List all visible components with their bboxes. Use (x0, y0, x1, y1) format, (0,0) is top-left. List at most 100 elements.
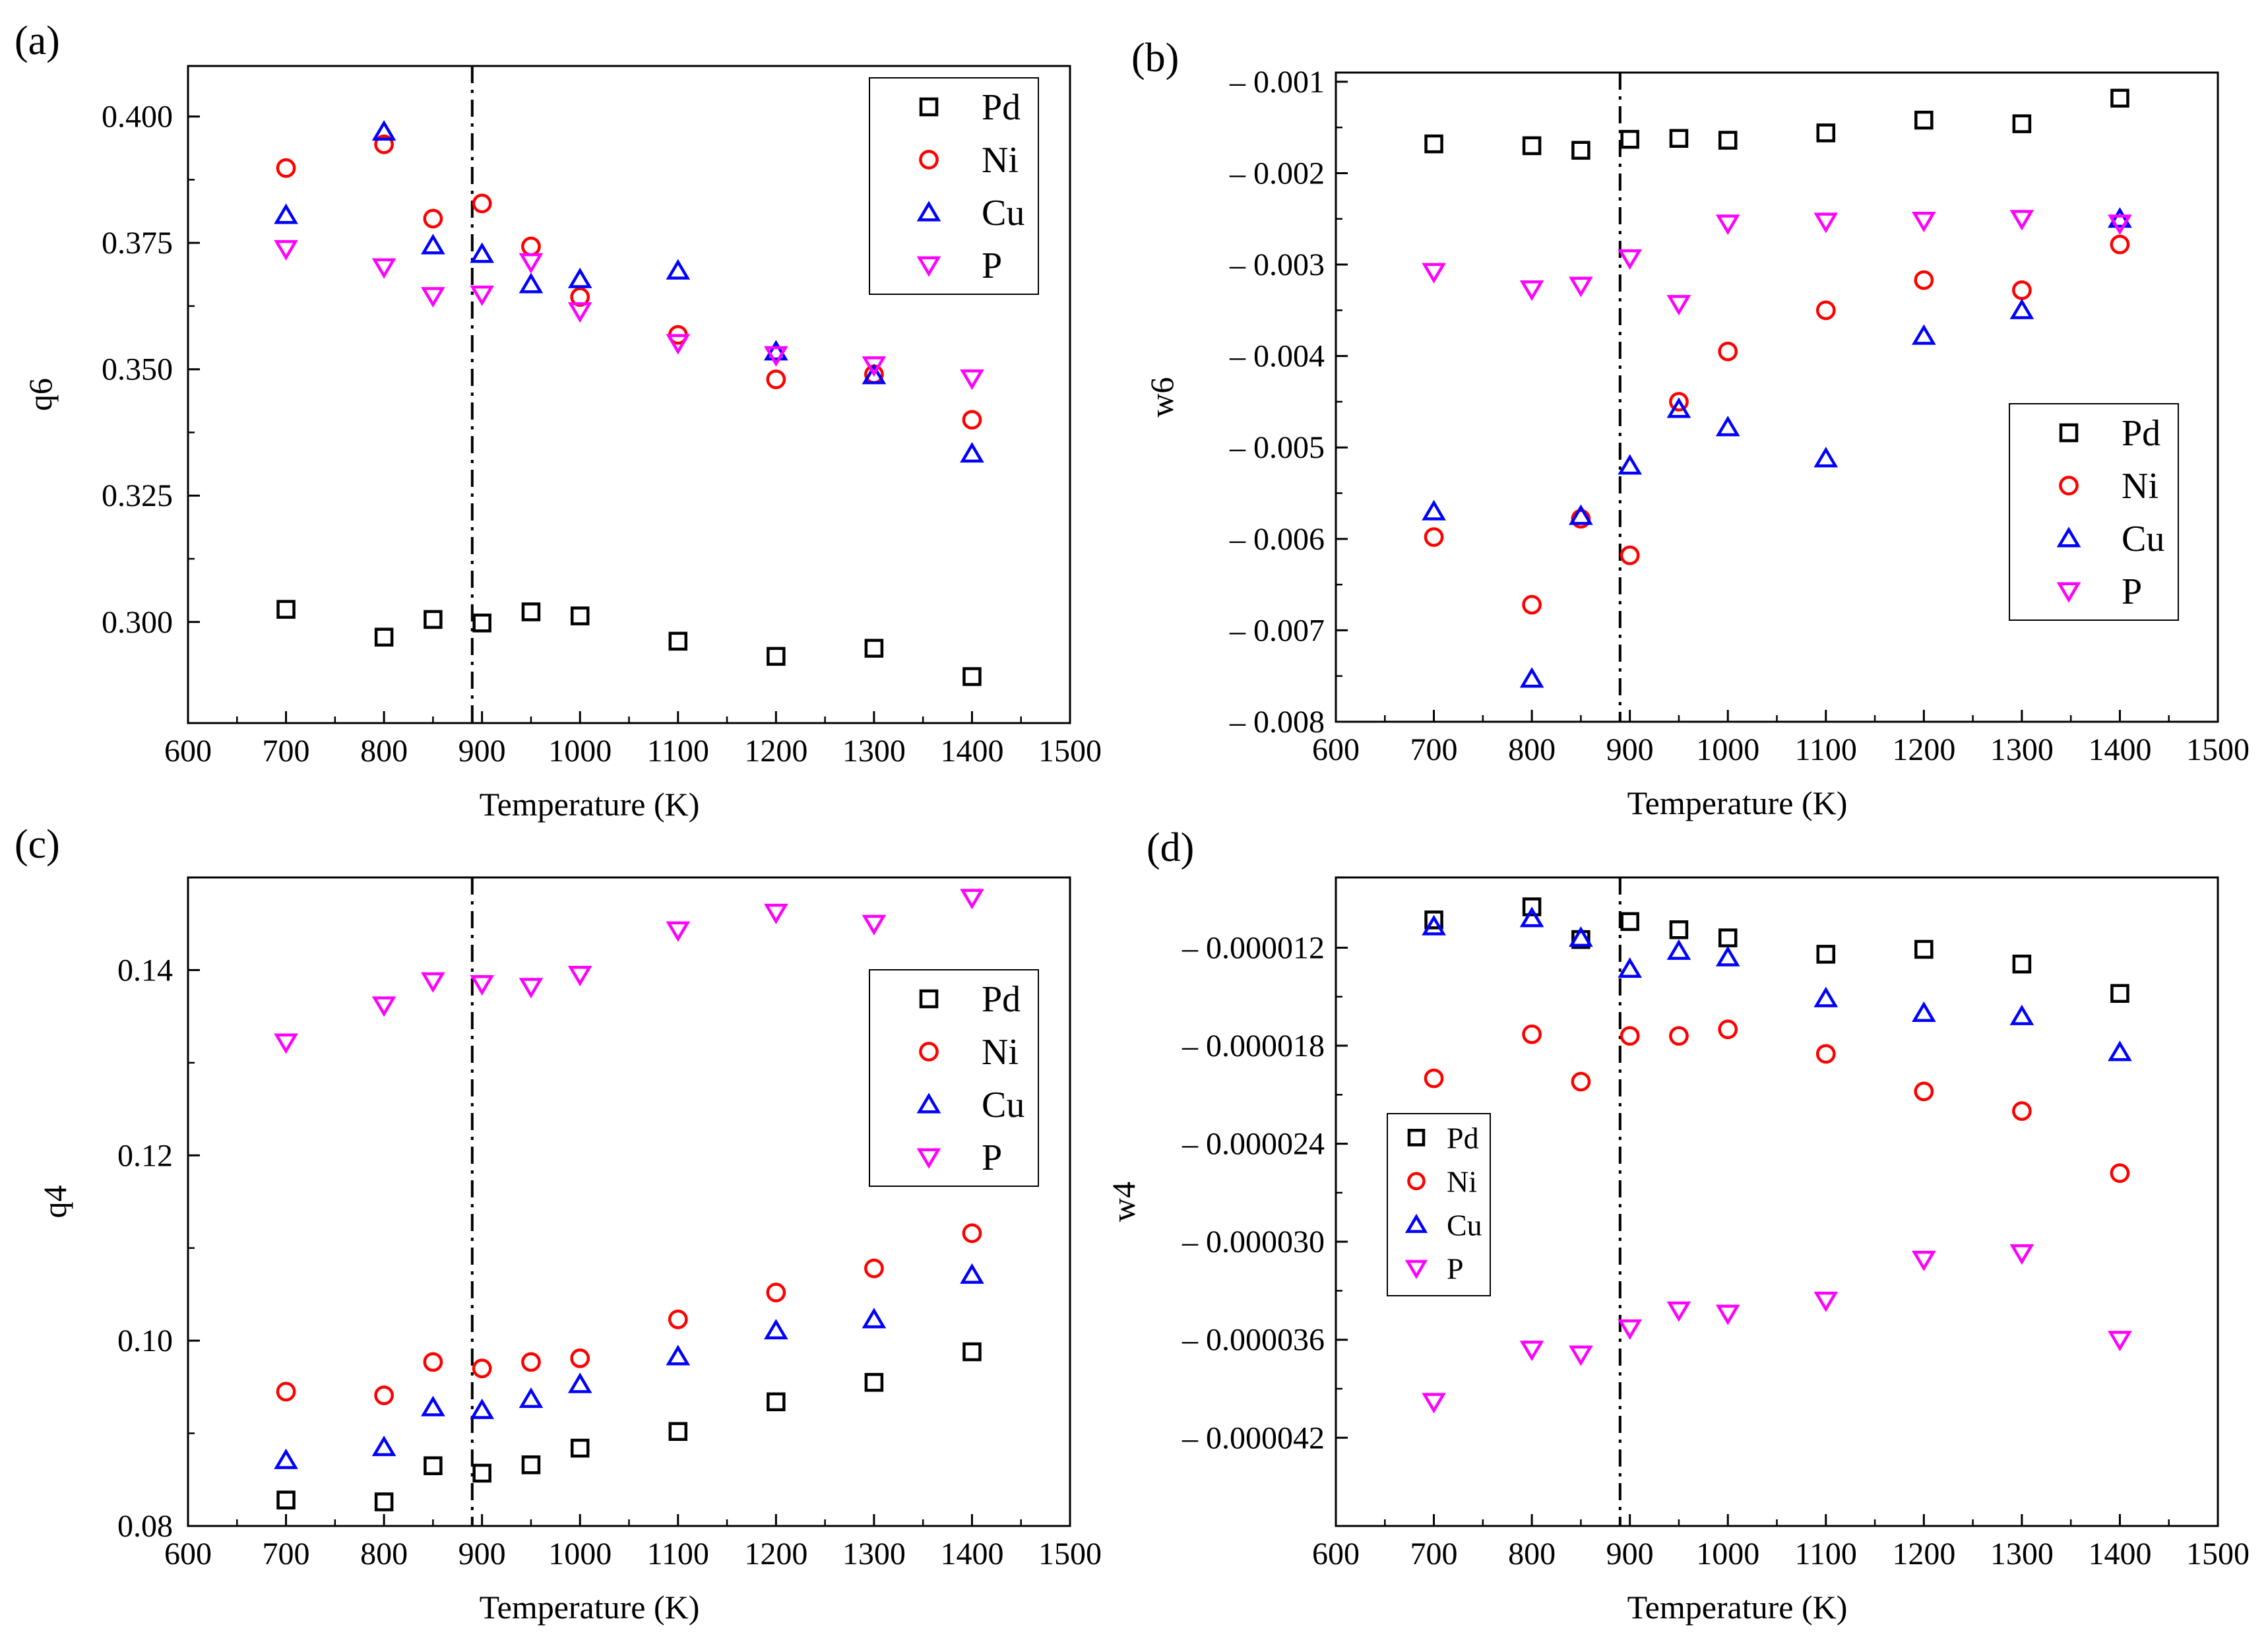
series-ni (1424, 1019, 2130, 1184)
x-axis-title: Temperature (K) (480, 786, 700, 823)
series-pd (276, 600, 982, 686)
y-tick-label: – 0.008 (1229, 705, 1325, 740)
data-point-pd (276, 1490, 296, 1509)
data-point-pd (472, 614, 491, 633)
x-tick-label: 800 (1508, 1537, 1556, 1571)
data-point-p (1911, 212, 1936, 233)
data-point-p (567, 302, 592, 323)
legend-label-p: P (1447, 1252, 1464, 1285)
legend-box (2009, 403, 2179, 621)
data-point-pd (521, 602, 541, 621)
data-point-ni (423, 1352, 443, 1372)
data-point-cu (763, 1319, 788, 1340)
x-tick-label: 700 (263, 1537, 310, 1571)
x-tick-label: 1500 (1038, 734, 1102, 769)
data-point-p (470, 285, 495, 306)
x-tick-label: 600 (1312, 732, 1360, 767)
data-point-p (666, 334, 691, 355)
data-point-cu (274, 203, 298, 224)
x-tick-label: 1200 (1892, 1537, 1955, 1571)
x-tick-label: 1300 (842, 1537, 906, 1571)
legend-label-pd: Pd (982, 979, 1021, 1020)
data-point-p (1666, 1301, 1691, 1322)
legend-label-p: P (2122, 571, 2142, 612)
legend-marker-pd (919, 97, 939, 117)
data-point-p (1813, 212, 1839, 234)
x-tick-label: 700 (263, 734, 310, 769)
data-point-pd (424, 610, 443, 629)
data-point-ni (1718, 341, 1738, 362)
x-tick-label: 1100 (1795, 1537, 1857, 1571)
panel-label: (a) (15, 18, 60, 63)
data-point-pd (668, 1422, 688, 1442)
x-tick-label: 800 (1508, 732, 1556, 767)
y-tick-label: – 0.000024 (1181, 1127, 1325, 1162)
legend-marker-p (1404, 1259, 1428, 1279)
data-point-pd (2110, 88, 2129, 108)
x-tick-label: 1500 (2186, 732, 2250, 767)
data-point-cu (274, 1448, 298, 1469)
data-point-pd (1914, 110, 1934, 130)
panel-label: (b) (1131, 36, 1179, 80)
data-point-cu (763, 340, 788, 361)
x-tick-label: 1300 (1990, 732, 2054, 767)
data-point-p (519, 978, 544, 999)
y-tick-label: 0.400 (102, 100, 173, 135)
data-point-ni (2012, 280, 2032, 300)
data-point-ni (374, 1385, 394, 1405)
data-point-ni (1424, 1068, 1444, 1089)
data-point-cu (1911, 324, 1936, 345)
data-point-pd (1424, 134, 1443, 154)
data-point-ni (2110, 1163, 2130, 1184)
data-point-p (1519, 1341, 1544, 1362)
data-point-cu (519, 272, 544, 294)
legend-label-pd: Pd (982, 87, 1021, 128)
y-tick-label: – 0.000012 (1181, 930, 1325, 965)
x-tick-label: 900 (1606, 1537, 1654, 1571)
series-pd (1424, 88, 2129, 160)
y-tick-label: – 0.001 (1229, 65, 1325, 100)
data-point-cu (2009, 1004, 2034, 1025)
data-point-pd (864, 1373, 884, 1392)
y-tick-label: 0.350 (102, 352, 173, 387)
data-point-p (960, 369, 984, 391)
data-point-cu (371, 1436, 396, 1457)
panel-c: 600 700 800 900 1000 1100 1200 1300 1400 1500 0.08… (15, 822, 1102, 1626)
data-point-ni (668, 1309, 688, 1329)
data-point-cu (421, 234, 445, 255)
data-point-pd (1522, 897, 1542, 916)
x-tick-label: 1100 (647, 1537, 709, 1571)
data-point-pd (1816, 123, 1836, 143)
x-axis-title: Temperature (K) (1627, 1589, 1848, 1626)
data-point-cu (1618, 957, 1643, 978)
series-p (274, 239, 984, 391)
data-point-p (1618, 249, 1643, 270)
data-point-ni (276, 158, 296, 178)
data-point-p (1569, 1345, 1593, 1366)
data-point-p (421, 972, 445, 993)
data-point-pd (570, 1438, 590, 1458)
data-point-p (2108, 214, 2132, 236)
legend-marker-p (916, 256, 941, 277)
y-tick-label: – 0.003 (1229, 247, 1325, 282)
y-tick-label: 0.08 (117, 1509, 173, 1544)
legend-label-cu: Cu (982, 1085, 1024, 1126)
data-point-ni (521, 1352, 541, 1372)
y-tick-label: – 0.000018 (1181, 1029, 1325, 1063)
data-point-ni (374, 134, 394, 154)
legend-label-cu: Cu (982, 193, 1024, 234)
data-point-cu (1569, 504, 1593, 525)
x-tick-label: 1400 (2088, 732, 2151, 767)
data-point-pd (1718, 131, 1738, 150)
data-point-cu (1666, 939, 1691, 960)
legend-marker-pd (1407, 1129, 1426, 1147)
data-point-ni (1815, 1044, 1836, 1064)
y-tick-label: 0.300 (102, 605, 173, 640)
data-point-cu (960, 1263, 984, 1284)
series-cu (274, 119, 984, 463)
data-point-p (2009, 210, 2034, 231)
y-tick-label: 0.12 (117, 1138, 173, 1173)
x-tick-label: 600 (164, 734, 212, 769)
legend-marker-cu (2056, 526, 2081, 548)
data-point-pd (1571, 141, 1591, 160)
